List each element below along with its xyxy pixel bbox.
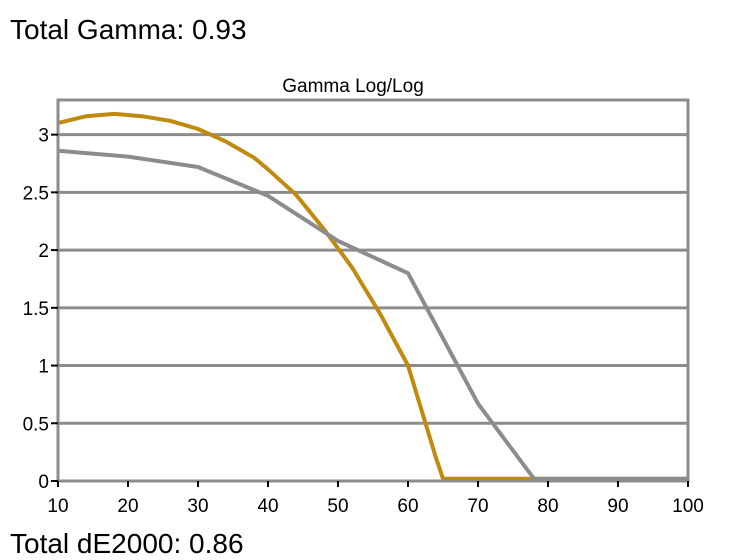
y-tick-label: 2.5 <box>23 183 49 204</box>
x-tick-label: 70 <box>467 496 488 517</box>
gamma-chart: Gamma Log/Log 0 0.5 1 1.5 2 2.5 3 10 20 30 40 50 60 7… <box>23 76 704 517</box>
y-tick-label: 1 <box>38 357 49 378</box>
x-tick-label: 60 <box>397 496 418 517</box>
chart-series <box>57 111 688 481</box>
chart-title: Gamma Log/Log <box>282 76 424 97</box>
x-tick-label: 30 <box>187 496 208 517</box>
total-gamma-text: Total Gamma: 0.93 <box>10 14 247 45</box>
x-tick-label: 80 <box>537 496 558 517</box>
x-tick-label: 10 <box>47 496 68 517</box>
y-tick-label: 2 <box>38 241 49 262</box>
x-tick-label: 50 <box>327 496 348 517</box>
series-line-1 <box>57 111 688 481</box>
axis-ticks: 0 0.5 1 1.5 2 2.5 3 10 20 30 40 50 60 70 80 90 100 <box>23 126 704 517</box>
series-line-2 <box>57 148 688 481</box>
y-tick-label: 3 <box>38 126 49 147</box>
grid-lines <box>58 133 688 425</box>
total-de-text: Total dE2000: 0.86 <box>10 528 244 559</box>
plot-frame <box>56 98 690 483</box>
x-tick-label: 90 <box>607 496 628 517</box>
y-tick-label: 0 <box>38 472 49 493</box>
y-tick-label: 1.5 <box>23 299 49 320</box>
x-tick-label: 40 <box>257 496 278 517</box>
x-tick-label: 100 <box>672 496 704 517</box>
x-tick-label: 20 <box>117 496 138 517</box>
y-tick-label: 0.5 <box>23 414 49 435</box>
